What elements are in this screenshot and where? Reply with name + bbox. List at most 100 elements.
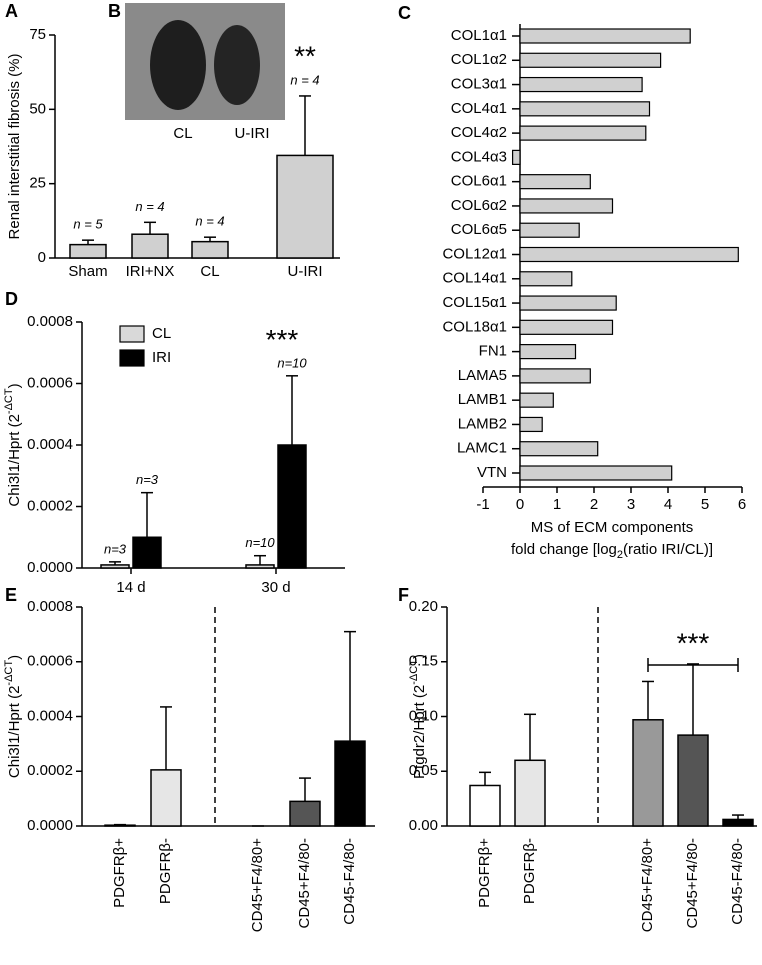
bar — [519, 465, 673, 481]
bar — [334, 740, 366, 827]
bar — [519, 52, 662, 68]
bar — [277, 444, 307, 569]
bar — [722, 818, 754, 827]
n-label: n = 4 — [290, 72, 319, 87]
bar — [511, 149, 521, 165]
significance: *** — [266, 324, 299, 355]
y-tick-label: 50 — [29, 100, 46, 117]
axis-label-part: Chi3l1/Hprt (2 — [6, 686, 23, 779]
legend-label: IRI — [152, 349, 171, 366]
legend-swatch — [119, 325, 145, 343]
bar — [519, 76, 643, 93]
y-tick-label: 0.0000 — [27, 817, 73, 834]
axis-label-sub: 2 — [617, 549, 623, 561]
bar — [519, 441, 599, 457]
x-tick-label: CD45-F4/80- — [341, 838, 358, 925]
photo-label: CL — [173, 125, 192, 142]
axis-label-sup: -ΔCT — [3, 660, 15, 686]
y-tick-label: 0.0004 — [27, 707, 73, 724]
y-tick-label: FN1 — [479, 343, 507, 360]
x-tick-label: -1 — [476, 496, 489, 513]
x-tick-label: CD45+F4/80+ — [639, 838, 656, 932]
axis-label-part: fold change [log — [511, 541, 617, 558]
bar — [191, 240, 229, 259]
axis-label-part: (ratio IRI/CL)] — [623, 541, 713, 558]
x-tick-label: PDGFRβ- — [157, 838, 174, 904]
x-tick-label: U-IRI — [288, 263, 323, 280]
x-tick-label: PDGFRβ+ — [111, 838, 128, 908]
x-tick-label: 4 — [664, 496, 672, 513]
bar — [519, 319, 614, 335]
bar — [131, 233, 169, 259]
photo-label: U-IRI — [235, 125, 270, 142]
y-tick-label: LAMC1 — [457, 440, 507, 457]
x-tick-label: CD45-F4/80- — [729, 838, 746, 925]
kidney-cl — [150, 20, 206, 110]
x-tick-label: 6 — [738, 496, 746, 513]
y-tick-label: COL18α1 — [442, 318, 507, 335]
x-tick-label: 0 — [516, 496, 524, 513]
axis-label: MS of ECM components — [531, 519, 694, 536]
y-tick-label: 0.0008 — [27, 598, 73, 615]
n-label: n=3 — [136, 472, 159, 487]
panel-label: A — [5, 1, 18, 21]
y-tick-label: COL15α1 — [442, 294, 507, 311]
bar — [519, 392, 554, 408]
axis-label: Chi3l1/Hprt (2-ΔCT) — [3, 383, 23, 506]
y-tick-label: 25 — [29, 175, 46, 192]
y-tick-label: VTN — [477, 464, 507, 481]
y-tick-label: COL4α1 — [451, 100, 507, 117]
panel-label: B — [108, 1, 121, 21]
bar — [519, 222, 580, 238]
bar — [514, 759, 546, 827]
bar — [69, 243, 107, 259]
x-tick-label: 30 d — [261, 579, 290, 596]
n-label: n=3 — [104, 541, 127, 556]
bar — [519, 28, 691, 44]
x-tick-label: CD45+F4/80+ — [249, 838, 266, 932]
bar — [150, 769, 182, 827]
y-tick-label: COL6α2 — [451, 197, 507, 214]
panel-label: C — [398, 3, 411, 23]
bar — [469, 784, 501, 827]
axis-label-part: ) — [411, 654, 428, 659]
bar — [519, 344, 577, 360]
panel-label: F — [398, 585, 409, 605]
bar — [519, 246, 739, 263]
bar — [519, 174, 591, 190]
x-tick-label: 1 — [553, 496, 561, 513]
bar — [519, 271, 573, 287]
y-tick-label: LAMB2 — [458, 415, 507, 432]
axis-label: Renal interstitial fibrosis (%) — [6, 54, 23, 240]
panel-label: D — [5, 289, 18, 309]
y-tick-label: 0.0004 — [27, 436, 73, 453]
axis-label-part: Chi3l1/Hprt (2 — [6, 414, 23, 507]
x-tick-label: CL — [200, 263, 219, 280]
bar — [519, 295, 617, 311]
x-tick-label: 5 — [701, 496, 709, 513]
axis-label-part: ) — [6, 655, 23, 660]
x-tick-label: IRI+NX — [126, 263, 175, 280]
bar — [132, 536, 162, 569]
n-label: n = 4 — [135, 199, 164, 214]
x-tick-label: 14 d — [116, 579, 145, 596]
n-label: n = 5 — [73, 217, 103, 232]
y-tick-label: COL4α2 — [451, 124, 507, 141]
y-tick-label: 0.0002 — [27, 762, 73, 779]
y-tick-label: COL6α5 — [451, 221, 507, 238]
y-tick-label: 0.10 — [409, 707, 438, 724]
y-tick-label: 0.0008 — [27, 313, 73, 330]
y-tick-label: 0.15 — [409, 653, 438, 670]
y-tick-label: 0.05 — [409, 762, 438, 779]
axis-label-sup: -ΔCT — [408, 659, 420, 685]
axis-label-sup: -ΔCT — [3, 388, 15, 414]
bar — [100, 564, 130, 569]
bar — [519, 125, 647, 141]
bar — [519, 416, 543, 433]
y-tick-label: COL14α1 — [442, 270, 507, 287]
y-tick-label: LAMA5 — [458, 367, 507, 384]
bar — [677, 734, 709, 827]
bar — [276, 154, 334, 259]
x-tick-label: 3 — [627, 496, 635, 513]
